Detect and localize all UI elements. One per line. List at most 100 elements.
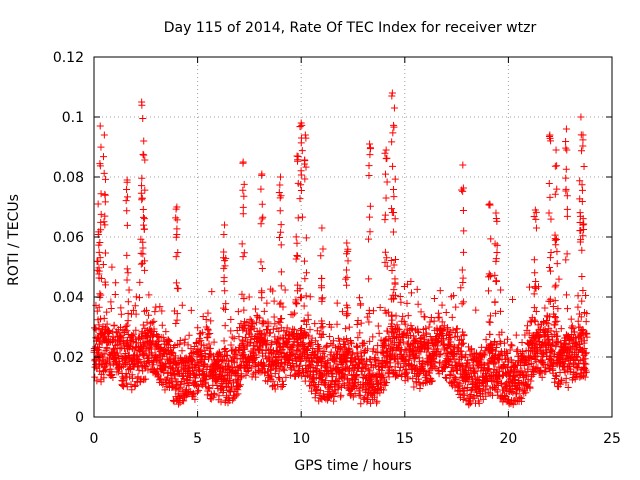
- data-point: [376, 304, 384, 312]
- data-point: [277, 324, 285, 332]
- data-point: [436, 287, 444, 295]
- data-point: [322, 377, 330, 385]
- data-point: [388, 316, 396, 324]
- data-point: [117, 304, 125, 312]
- data-point: [578, 329, 586, 337]
- data-point: [190, 390, 198, 398]
- data-point: [346, 365, 354, 373]
- data-point: [552, 146, 560, 154]
- data-point: [551, 297, 559, 305]
- data-point: [221, 221, 229, 229]
- data-point: [290, 341, 298, 349]
- data-point: [300, 317, 308, 325]
- data-point: [516, 384, 524, 392]
- data-point: [117, 310, 125, 318]
- data-point: [562, 291, 570, 299]
- data-point: [574, 364, 582, 372]
- data-point: [101, 329, 109, 337]
- data-point: [552, 371, 560, 379]
- data-point: [107, 305, 115, 313]
- data-point: [458, 300, 466, 308]
- data-point: [275, 373, 283, 381]
- data-point: [95, 303, 103, 311]
- data-point: [558, 377, 566, 385]
- data-point: [536, 333, 544, 341]
- data-point: [320, 347, 328, 355]
- data-point: [318, 282, 326, 290]
- data-point: [258, 200, 266, 208]
- data-point: [188, 355, 196, 363]
- data-point: [562, 174, 570, 182]
- data-point: [427, 313, 435, 321]
- data-point: [446, 371, 454, 379]
- data-point: [93, 307, 101, 315]
- data-point: [369, 333, 377, 341]
- data-point: [531, 269, 539, 277]
- data-point: [532, 224, 540, 232]
- data-point: [297, 139, 305, 147]
- data-point: [111, 290, 119, 298]
- data-point: [580, 339, 588, 347]
- data-point: [414, 300, 422, 308]
- data-point: [275, 367, 283, 375]
- data-point: [131, 381, 139, 389]
- data-point: [156, 345, 164, 353]
- data-point: [375, 329, 383, 337]
- data-point: [168, 382, 176, 390]
- data-point: [269, 377, 277, 385]
- data-point: [563, 146, 571, 154]
- data-point: [498, 380, 506, 388]
- data-point: [239, 158, 247, 166]
- data-point: [257, 220, 265, 228]
- data-point: [102, 281, 110, 289]
- data-point: [277, 228, 285, 236]
- data-point: [365, 306, 373, 314]
- data-point: [120, 382, 128, 390]
- data-point: [268, 372, 276, 380]
- data-point: [388, 320, 396, 328]
- data-point: [502, 348, 510, 356]
- data-point: [297, 119, 305, 127]
- data-point: [195, 386, 203, 394]
- data-point: [447, 338, 455, 346]
- data-point: [244, 363, 252, 371]
- data-point: [129, 374, 137, 382]
- data-point: [376, 389, 384, 397]
- data-point: [390, 104, 398, 112]
- data-point: [491, 298, 499, 306]
- data-point: [391, 175, 399, 183]
- data-point: [444, 327, 452, 335]
- y-tick-label: 0.02: [53, 350, 84, 366]
- data-point: [545, 297, 553, 305]
- data-point: [438, 301, 446, 309]
- data-point: [343, 273, 351, 281]
- data-point: [95, 267, 103, 275]
- data-point: [230, 359, 238, 367]
- data-point: [150, 317, 158, 325]
- data-point: [194, 388, 202, 396]
- data-point: [170, 370, 178, 378]
- data-point: [276, 234, 284, 242]
- data-point: [391, 215, 399, 223]
- data-point: [330, 392, 338, 400]
- data-point: [392, 291, 400, 299]
- data-point: [581, 373, 589, 381]
- data-point: [317, 252, 325, 260]
- data-point: [519, 348, 527, 356]
- data-point: [562, 125, 570, 133]
- data-point: [355, 391, 363, 399]
- data-point: [139, 238, 147, 246]
- data-point: [175, 385, 183, 393]
- data-point: [421, 335, 429, 343]
- data-point: [258, 170, 266, 178]
- data-point: [194, 324, 202, 332]
- data-point: [261, 332, 269, 340]
- data-point: [302, 292, 310, 300]
- data-point: [252, 305, 260, 313]
- data-point: [400, 330, 408, 338]
- data-point: [216, 352, 224, 360]
- data-point: [403, 368, 411, 376]
- data-point: [124, 269, 132, 277]
- data-point: [175, 400, 183, 408]
- data-point: [507, 341, 515, 349]
